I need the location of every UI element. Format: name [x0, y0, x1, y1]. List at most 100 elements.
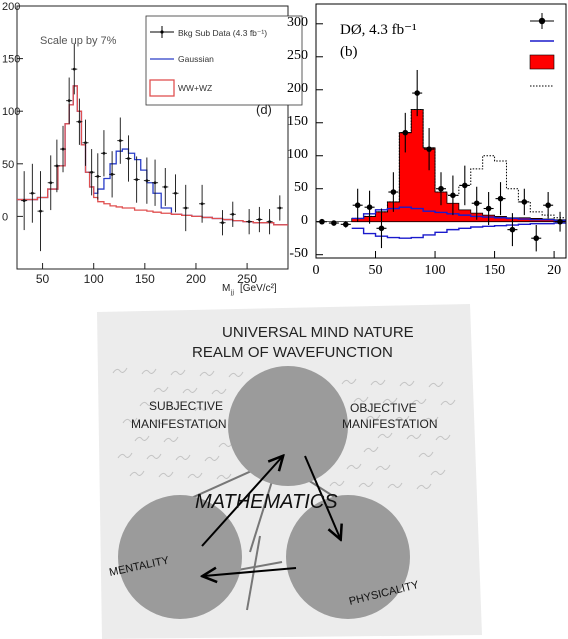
left-xlabel: M jj [GeV/c²] [222, 283, 277, 296]
diagram-title-line1: UNIVERSAL MIND NATURE [222, 324, 414, 341]
wave-mark [199, 370, 215, 377]
left-data-point [82, 119, 89, 166]
left-x-tick-label: 50 [36, 272, 50, 286]
wave-mark [153, 386, 169, 393]
left-x-tick-label: 100 [84, 272, 104, 286]
wave-mark [211, 388, 227, 395]
wave-mark [406, 433, 422, 440]
left-data-point [53, 139, 60, 193]
wave-mark [218, 441, 234, 448]
left-data-point [246, 209, 253, 235]
left-plot-area: 50 100 150 200 250 0 50 100 150 200 [2, 1, 289, 286]
wave-mark [346, 463, 362, 470]
right-data-point [543, 192, 554, 219]
wave-mark [365, 414, 381, 421]
right-data-point [400, 112, 411, 153]
wave-mark [363, 446, 379, 453]
right-data-point [388, 172, 399, 212]
left-data-point [47, 155, 54, 211]
left-data-point [133, 156, 140, 203]
left-data-point [109, 151, 116, 198]
wave-mark [358, 481, 374, 488]
wave-mark [382, 397, 398, 404]
objective-line1: OBJECTIVE [350, 401, 417, 415]
right-y-tick-label: 250 [287, 47, 308, 63]
left-data-point [94, 153, 101, 200]
left-data-point [219, 210, 226, 236]
right-data-point [424, 128, 435, 171]
wave-mark [411, 398, 427, 405]
wave-mark [158, 471, 174, 478]
left-data-point [76, 98, 83, 145]
right-plot-area: 0 50 100 150 20 [313, 3, 567, 278]
right-y-tick-label: -50 [289, 245, 308, 261]
subjective-line2: MANIFESTATION [131, 417, 227, 431]
left-data-point [88, 149, 95, 196]
flow-arrows [202, 456, 340, 576]
left-y-tick-label: 100 [2, 106, 20, 118]
right-data-point [471, 186, 482, 220]
left-data-point [256, 206, 263, 233]
wave-mark [182, 387, 198, 394]
wave-mark [394, 415, 410, 422]
left-data-point [71, 43, 78, 95]
left-data-point [117, 117, 124, 164]
left-x-tick-label: 150 [135, 272, 155, 286]
right-data-point [436, 172, 446, 206]
right-y-tick-label: 0 [301, 212, 308, 228]
center-label: MATHEMATICS [195, 491, 338, 513]
wave-mark [194, 405, 210, 412]
wave-mark [370, 379, 386, 386]
objective-line2: MANIFESTATION [342, 417, 438, 431]
left-y-tick-label: 0 [2, 211, 8, 223]
right-data-point [555, 211, 566, 232]
left-x-tick-label: 250 [237, 272, 257, 286]
right-data-point [483, 192, 494, 226]
right-data-point [447, 175, 458, 216]
wave-mark [206, 423, 222, 430]
left-y-tick-label: 150 [2, 54, 20, 66]
left-xlabel-unit: [GeV/c²] [240, 283, 277, 294]
left-panel-label: (d) [256, 102, 272, 117]
right-data-point [495, 182, 506, 216]
left-legend-wwwz-label: WW+WZ [178, 83, 212, 93]
wave-mark [175, 454, 191, 461]
wave-mark [387, 482, 403, 489]
right-data-point [412, 69, 423, 117]
wave-mark [416, 483, 432, 490]
left-axes-frame [16, 5, 289, 270]
wave-mark [440, 399, 456, 406]
blue-lower-series [351, 222, 566, 239]
mentality-circle [118, 495, 242, 619]
wave-mark [112, 367, 128, 374]
left-data-point [60, 125, 67, 173]
right-y-tick-label: 50 [294, 179, 308, 195]
right-y-tick-label: 100 [287, 146, 308, 162]
left-y-tick-label: 50 [2, 159, 14, 171]
right-data-point [352, 188, 363, 222]
wave-mark [399, 380, 415, 387]
mind-nature-diagram: UNIVERSAL MIND NATURE REALM OF WAVEFUNCT… [97, 304, 482, 639]
blue-upper-series [351, 206, 566, 222]
left-data-point [125, 135, 132, 182]
right-data-point [364, 190, 375, 224]
left-xlabel-main: M [222, 283, 230, 294]
right-panel-label: (b) [340, 44, 358, 60]
left-histogram-panel: 50 100 150 200 250 0 50 100 150 200 Scale up by 7… [0, 0, 312, 300]
wave-mark [377, 432, 393, 439]
wave-mark [329, 480, 345, 487]
left-data-point [29, 163, 36, 223]
wave-mark [165, 404, 181, 411]
physicality-circle [286, 495, 410, 619]
right-x-tick-label: 50 [369, 263, 383, 278]
left-data-point [143, 157, 150, 204]
right-data-point [376, 208, 387, 249]
right-title: DØ, 4.3 fb⁻¹ [340, 22, 417, 38]
right-data-point [316, 218, 327, 225]
right-axes-frame [315, 3, 567, 259]
wave-mark [122, 417, 138, 424]
wave-mark [170, 369, 186, 376]
left-data-point [172, 174, 179, 213]
left-legend-data-label: Bkg Sub Data (4.3 fb⁻¹) [178, 28, 267, 38]
